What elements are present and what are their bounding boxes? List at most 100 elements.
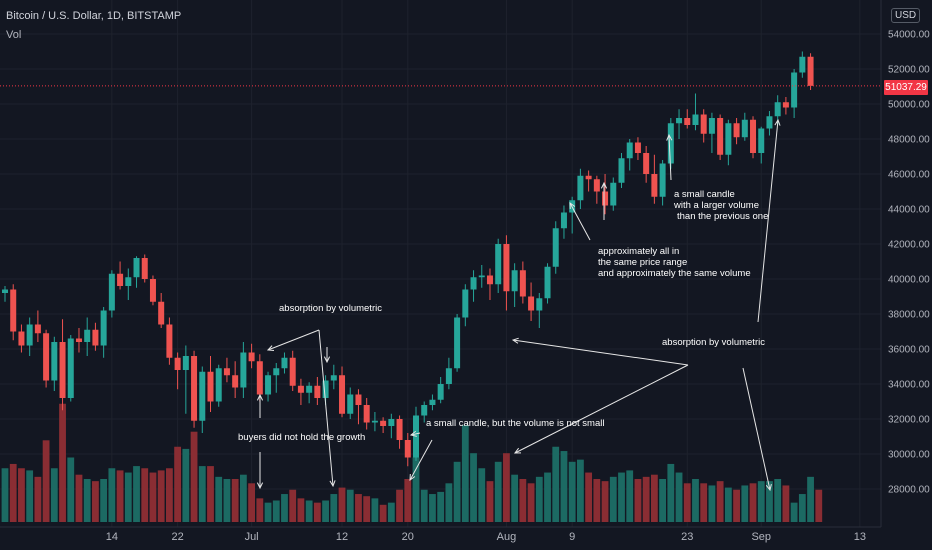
annotation-text: a small candle, but the volume is not sm… bbox=[426, 418, 604, 429]
candle-body bbox=[158, 301, 165, 325]
volume-bar bbox=[157, 470, 165, 522]
y-tick-label: 54000.00 bbox=[888, 30, 930, 41]
volume-bar bbox=[18, 468, 25, 522]
candle bbox=[725, 119, 732, 166]
candle bbox=[125, 268, 132, 300]
volume-bar bbox=[535, 476, 543, 522]
candle-body bbox=[330, 375, 337, 381]
candle bbox=[133, 256, 140, 288]
candle-body bbox=[503, 244, 510, 292]
candle-body bbox=[618, 158, 625, 183]
candle bbox=[651, 154, 658, 204]
candle-body bbox=[421, 405, 428, 416]
volume-bar bbox=[700, 483, 708, 522]
volume-bar bbox=[445, 483, 453, 522]
candle bbox=[141, 254, 148, 283]
volume-bar bbox=[618, 472, 625, 522]
volume-bar bbox=[733, 489, 740, 522]
volume-bar bbox=[724, 487, 732, 522]
candle bbox=[59, 319, 66, 411]
candle bbox=[396, 415, 403, 449]
candle bbox=[174, 352, 181, 390]
annotation-arrow bbox=[512, 339, 689, 366]
annotation-arrow bbox=[668, 134, 672, 181]
volume-bar bbox=[659, 479, 666, 522]
volume-bar bbox=[305, 500, 313, 522]
candle-body bbox=[51, 342, 58, 381]
candle bbox=[100, 307, 107, 358]
candle bbox=[10, 284, 17, 341]
candle-body bbox=[289, 357, 296, 386]
volume-bar bbox=[207, 466, 214, 522]
volume-bar bbox=[798, 494, 806, 522]
candle bbox=[667, 118, 674, 169]
volume-bar bbox=[215, 476, 223, 522]
candle-body bbox=[528, 296, 535, 311]
candle-body bbox=[643, 153, 650, 174]
candle-body bbox=[207, 371, 214, 402]
volume-bar bbox=[231, 479, 239, 522]
candle-body bbox=[486, 275, 493, 285]
candle-body bbox=[807, 56, 814, 86]
candle bbox=[544, 263, 551, 304]
volume-bar bbox=[330, 494, 338, 522]
volume-bar bbox=[667, 463, 675, 522]
candle bbox=[421, 401, 428, 423]
volume-bar bbox=[478, 468, 486, 522]
volume-bar bbox=[174, 446, 182, 522]
volume-bar bbox=[412, 457, 420, 522]
candle-body bbox=[544, 266, 551, 299]
volume-bar bbox=[420, 489, 428, 522]
candle-body bbox=[281, 357, 288, 369]
volume-bar bbox=[116, 470, 124, 522]
volume-bar bbox=[264, 502, 272, 522]
candle-body bbox=[125, 277, 132, 286]
candle bbox=[643, 146, 650, 183]
candle bbox=[34, 310, 41, 342]
volume-bar bbox=[108, 468, 116, 522]
candle-body bbox=[758, 128, 765, 153]
candle-body bbox=[265, 375, 272, 395]
volume-bar bbox=[782, 485, 790, 522]
arrow-head bbox=[774, 118, 781, 126]
volume-bar bbox=[124, 472, 132, 522]
y-tick-label: 42000.00 bbox=[888, 240, 930, 251]
candle bbox=[618, 153, 625, 188]
x-tick-label: 22 bbox=[171, 531, 183, 543]
volume-bar bbox=[757, 481, 765, 522]
annotation-text: with a larger volume bbox=[673, 200, 759, 211]
candle-body bbox=[306, 385, 313, 393]
volume-bar bbox=[807, 476, 814, 522]
candle-body bbox=[314, 385, 321, 398]
candle-body bbox=[610, 182, 617, 206]
arrow-head bbox=[600, 181, 608, 189]
candle-body bbox=[248, 352, 255, 362]
currency-button[interactable]: USD bbox=[891, 8, 921, 23]
candle-body bbox=[108, 273, 115, 311]
candle bbox=[766, 111, 773, 136]
volume-bar bbox=[494, 461, 502, 522]
y-tick-label: 32000.00 bbox=[888, 415, 930, 426]
candle bbox=[437, 377, 444, 404]
volume-bar bbox=[774, 479, 782, 522]
candle bbox=[519, 261, 526, 304]
candle-body bbox=[560, 212, 567, 229]
candle bbox=[676, 109, 683, 139]
volume-bar bbox=[272, 500, 280, 522]
candle-body bbox=[34, 324, 41, 334]
candle bbox=[314, 377, 321, 405]
candle-body bbox=[2, 289, 8, 293]
arrow-head bbox=[409, 473, 416, 482]
volume-bar bbox=[642, 476, 650, 522]
candle bbox=[117, 261, 124, 290]
candle-body bbox=[388, 419, 395, 426]
candle bbox=[708, 112, 715, 153]
candle bbox=[388, 413, 395, 439]
volume-bar bbox=[297, 498, 305, 522]
arrow-head bbox=[513, 447, 522, 454]
volume-bar bbox=[190, 431, 198, 522]
candle bbox=[577, 168, 584, 209]
volume-bar bbox=[486, 481, 494, 522]
candle bbox=[158, 293, 165, 328]
